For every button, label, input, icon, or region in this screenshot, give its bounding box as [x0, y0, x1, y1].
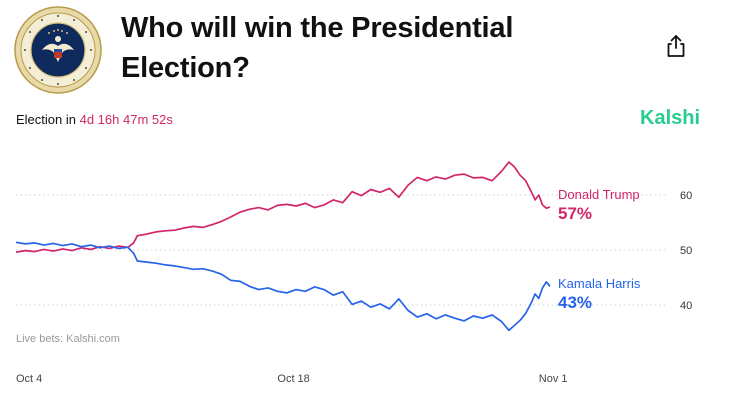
countdown-label: Election in: [16, 112, 76, 127]
chart-footnote: Live bets: Kalshi.com: [16, 333, 120, 345]
presidential-seal: [14, 6, 102, 94]
page-title: Who will win the Presidential Election?: [121, 8, 581, 88]
series-name-harris: Kamala Harris: [558, 276, 641, 291]
y-tick-label: 50: [680, 245, 692, 257]
title-line-1: Who will win the Presidential: [121, 12, 514, 44]
x-tick-label: Oct 4: [16, 373, 42, 385]
series-percent-trump: 57%: [558, 204, 592, 223]
series-line-trump: [15, 161, 551, 254]
series-line-harris: [15, 241, 551, 332]
y-tick-label: 60: [680, 190, 692, 202]
series-percent-harris: 43%: [558, 293, 592, 312]
y-tick-label: 40: [680, 300, 692, 312]
series-name-trump: Donald Trump: [558, 187, 640, 202]
election-countdown: Election in 4d 16h 47m 52s: [16, 112, 173, 127]
x-tick-label: Nov 1: [539, 373, 568, 385]
share-icon[interactable]: [663, 33, 689, 59]
x-tick-label: Oct 18: [277, 373, 309, 385]
kalshi-logo[interactable]: Kalshi: [640, 107, 701, 129]
countdown-time: 4d 16h 47m 52s: [79, 112, 173, 127]
title-line-2: Election?: [121, 52, 250, 84]
